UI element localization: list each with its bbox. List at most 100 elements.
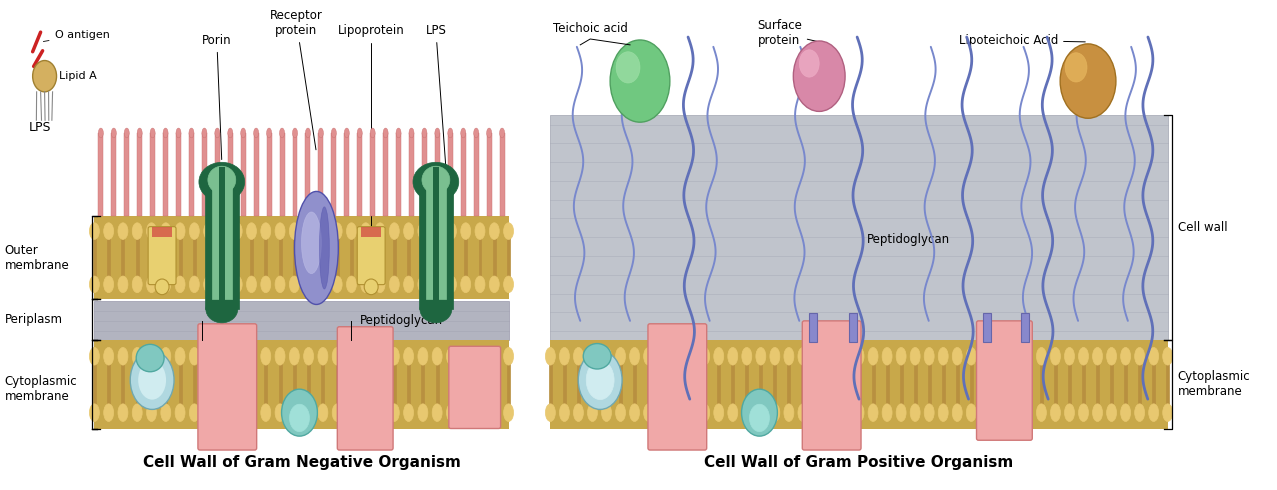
- Ellipse shape: [133, 223, 142, 240]
- Ellipse shape: [203, 404, 213, 421]
- Ellipse shape: [189, 223, 199, 240]
- Ellipse shape: [117, 347, 128, 365]
- Ellipse shape: [854, 404, 865, 421]
- FancyBboxPatch shape: [198, 324, 257, 450]
- Ellipse shape: [232, 223, 243, 240]
- Bar: [858, 363, 861, 407]
- Text: Teichoic acid: Teichoic acid: [553, 22, 628, 35]
- Ellipse shape: [290, 347, 299, 365]
- Ellipse shape: [208, 166, 236, 194]
- Bar: [1124, 363, 1128, 407]
- Ellipse shape: [939, 404, 949, 421]
- Bar: [886, 363, 889, 407]
- Bar: [121, 237, 124, 278]
- Bar: [465, 237, 467, 278]
- Bar: [318, 133, 323, 216]
- Bar: [465, 363, 467, 407]
- Text: O antigen: O antigen: [43, 30, 110, 42]
- Ellipse shape: [489, 347, 499, 365]
- Bar: [250, 237, 253, 278]
- Ellipse shape: [375, 276, 384, 293]
- Bar: [633, 363, 636, 407]
- Bar: [383, 133, 388, 216]
- Ellipse shape: [346, 347, 356, 365]
- Ellipse shape: [587, 404, 598, 421]
- Bar: [350, 363, 352, 407]
- Ellipse shape: [275, 276, 285, 293]
- Bar: [802, 363, 805, 407]
- Ellipse shape: [218, 276, 227, 293]
- Bar: [218, 167, 225, 304]
- Ellipse shape: [103, 347, 114, 365]
- Bar: [830, 363, 833, 407]
- Ellipse shape: [616, 52, 640, 83]
- Ellipse shape: [714, 404, 724, 421]
- Ellipse shape: [616, 404, 626, 421]
- Bar: [221, 363, 225, 407]
- Bar: [93, 363, 96, 407]
- Ellipse shape: [281, 389, 318, 436]
- Ellipse shape: [161, 276, 171, 293]
- Ellipse shape: [1149, 404, 1158, 421]
- Ellipse shape: [1065, 53, 1087, 82]
- Ellipse shape: [389, 276, 400, 293]
- Ellipse shape: [911, 347, 921, 365]
- Ellipse shape: [489, 404, 499, 421]
- Ellipse shape: [175, 276, 185, 293]
- Ellipse shape: [404, 347, 414, 365]
- Ellipse shape: [332, 223, 342, 240]
- Ellipse shape: [1009, 404, 1018, 421]
- Ellipse shape: [578, 351, 622, 410]
- Ellipse shape: [318, 404, 328, 421]
- Ellipse shape: [447, 404, 456, 421]
- Ellipse shape: [175, 223, 185, 240]
- Ellipse shape: [756, 404, 766, 421]
- Ellipse shape: [672, 347, 682, 365]
- Bar: [450, 363, 453, 407]
- Ellipse shape: [728, 404, 738, 421]
- Ellipse shape: [163, 128, 169, 138]
- Ellipse shape: [925, 347, 935, 365]
- Ellipse shape: [939, 347, 949, 365]
- Ellipse shape: [199, 162, 245, 201]
- Ellipse shape: [404, 223, 414, 240]
- Ellipse shape: [267, 128, 272, 138]
- Ellipse shape: [361, 347, 370, 365]
- Ellipse shape: [1065, 347, 1074, 365]
- Ellipse shape: [138, 361, 166, 400]
- Ellipse shape: [133, 276, 142, 293]
- Ellipse shape: [854, 347, 865, 365]
- Text: LPS: LPS: [28, 121, 51, 134]
- Bar: [364, 237, 368, 278]
- Ellipse shape: [227, 128, 232, 138]
- Text: Receptor
protein: Receptor protein: [269, 9, 323, 150]
- Ellipse shape: [1135, 404, 1144, 421]
- Bar: [816, 363, 819, 407]
- Bar: [93, 237, 96, 278]
- Bar: [844, 363, 847, 407]
- Text: Lipid A: Lipid A: [50, 71, 96, 81]
- Text: Cell Wall of Gram Positive Organism: Cell Wall of Gram Positive Organism: [705, 455, 1014, 469]
- FancyBboxPatch shape: [337, 327, 393, 450]
- Bar: [435, 363, 438, 407]
- Bar: [1138, 363, 1142, 407]
- Ellipse shape: [130, 351, 174, 410]
- Ellipse shape: [601, 347, 612, 365]
- Bar: [94, 216, 508, 299]
- Ellipse shape: [117, 223, 128, 240]
- Bar: [479, 237, 481, 278]
- FancyBboxPatch shape: [802, 321, 861, 450]
- Ellipse shape: [412, 162, 458, 201]
- Text: LPS: LPS: [425, 24, 447, 165]
- Ellipse shape: [161, 404, 171, 421]
- Ellipse shape: [461, 347, 471, 365]
- Bar: [563, 363, 566, 407]
- Ellipse shape: [435, 128, 439, 138]
- Ellipse shape: [503, 276, 513, 293]
- Ellipse shape: [89, 276, 100, 293]
- Ellipse shape: [389, 347, 400, 365]
- Ellipse shape: [241, 128, 245, 138]
- Ellipse shape: [686, 404, 696, 421]
- Ellipse shape: [246, 276, 257, 293]
- Ellipse shape: [503, 404, 513, 421]
